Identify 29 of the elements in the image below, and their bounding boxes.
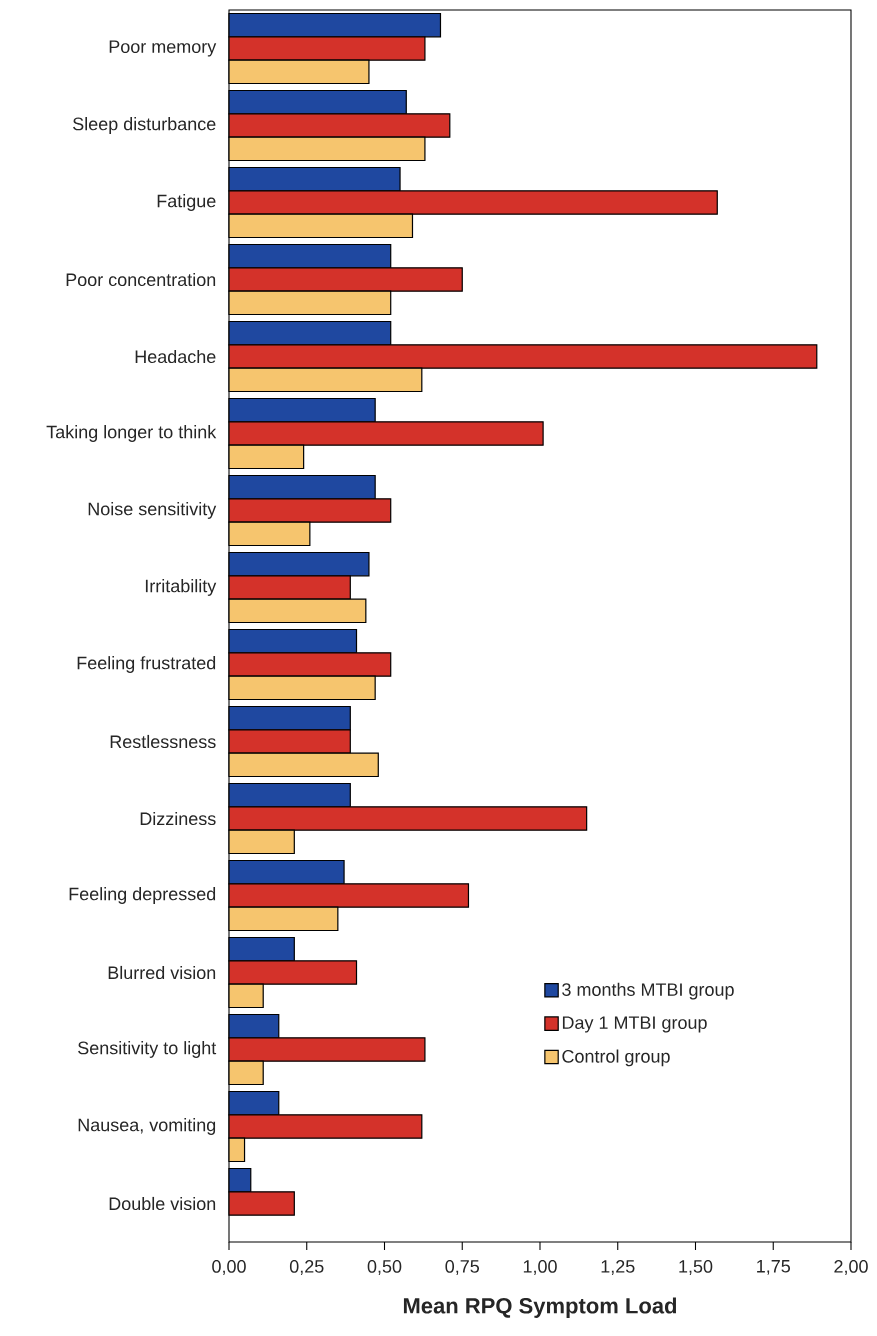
y-tick-label: Blurred vision (108, 965, 216, 980)
y-tick-label: Restlessness (110, 734, 216, 749)
y-tick-label: Double vision (109, 1196, 216, 1211)
x-tick-label: 0,75 (445, 1260, 480, 1275)
y-tick-label: Poor memory (109, 40, 217, 57)
y-tick-label: Sensitivity to light (78, 1041, 217, 1058)
y-tick-label: Feeling depressed (69, 887, 216, 904)
x-tick-label: 2,00 (834, 1260, 868, 1275)
x-tick-label: 0,50 (367, 1260, 402, 1275)
x-axis-title: Mean RPQ Symptom Load (403, 1297, 677, 1318)
x-tick-label: 0,25 (289, 1260, 324, 1275)
legend-label: Day 1 MTBI group (562, 1016, 707, 1033)
x-tick-label: 1,25 (601, 1260, 635, 1275)
y-tick-label: Noise sensitivity (88, 502, 217, 519)
y-tick-label: Poor concentration (66, 272, 216, 287)
x-tick-label: 1,50 (679, 1260, 713, 1275)
x-tick-label: 1,75 (757, 1260, 791, 1275)
y-tick-label: Taking longer to think (46, 425, 217, 442)
x-tick-label: 0,00 (212, 1260, 246, 1275)
y-tick-label: Sleep disturbance (73, 117, 216, 134)
y-tick-label: Headache (135, 349, 216, 364)
x-tick-label: 1,00 (523, 1260, 557, 1275)
legend-label: Control group (562, 1049, 670, 1067)
y-tick-label: Nausea, vomiting (78, 1118, 216, 1135)
y-tick-label: Irritability (145, 579, 217, 596)
y-tick-label: Fatigue (157, 194, 216, 211)
legend-label: 3 months MTBI group (562, 982, 734, 1000)
y-tick-label: Feeling frustrated (77, 656, 216, 673)
y-tick-label: Dizziness (140, 811, 216, 826)
